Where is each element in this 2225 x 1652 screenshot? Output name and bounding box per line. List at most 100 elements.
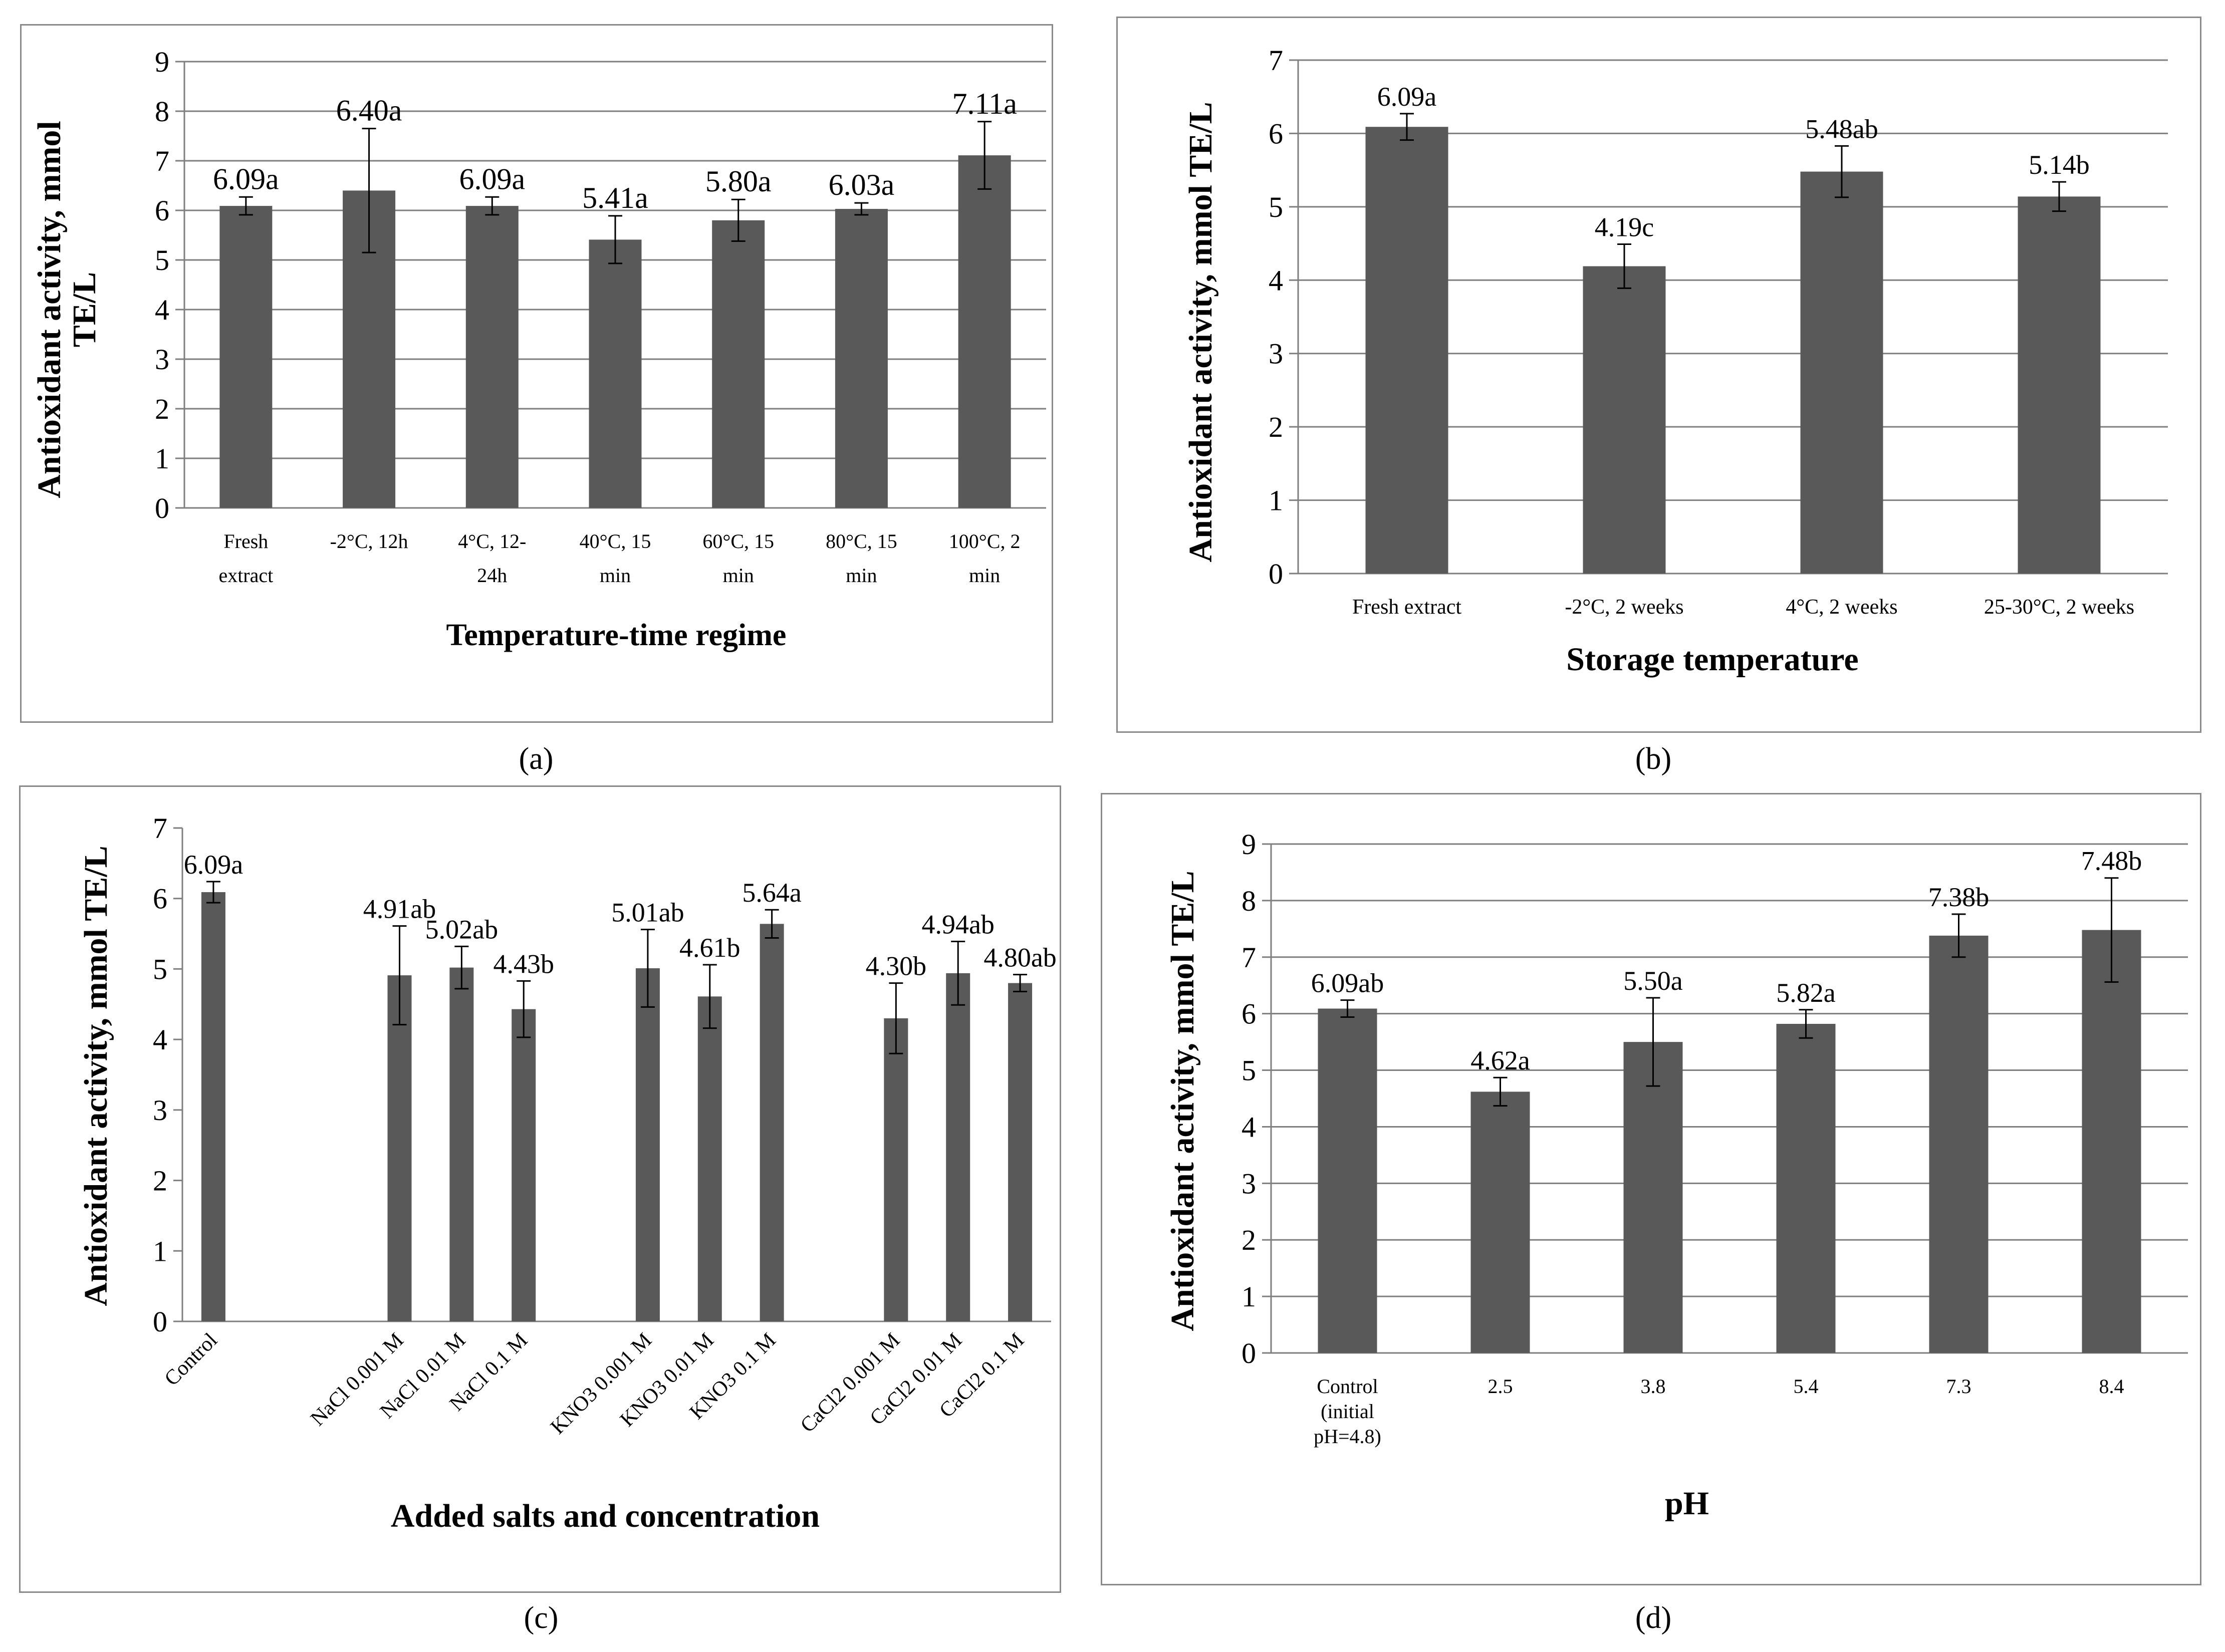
a-ytick-label: 6 bbox=[155, 194, 169, 227]
a-data-label: 7.11a bbox=[952, 87, 1017, 120]
d-xtick-label: (initial bbox=[1321, 1400, 1374, 1423]
c-bar bbox=[946, 973, 970, 1321]
c-ytick-label: 3 bbox=[153, 1094, 167, 1127]
d-bar bbox=[1776, 1023, 1836, 1353]
c-data-label: 6.09a bbox=[184, 850, 243, 880]
b-xtick-label: Fresh extract bbox=[1352, 596, 1461, 619]
panel-letter-b: (b) bbox=[1635, 742, 1672, 776]
a-xtick-label: Fresh bbox=[223, 530, 268, 553]
b-xtick-label: -2°C, 2 weeks bbox=[1565, 596, 1683, 619]
a-ytick-label: 0 bbox=[155, 492, 169, 524]
c-data-label: 4.91ab bbox=[363, 894, 436, 924]
c-data-label: 4.43b bbox=[493, 949, 554, 979]
a-xtick-label: min bbox=[600, 564, 631, 587]
d-data-label: 5.50a bbox=[1623, 966, 1683, 996]
b-ytick-label: 6 bbox=[1269, 117, 1283, 150]
a-xtick-label: -2°C, 12h bbox=[330, 530, 408, 553]
b-data-label: 6.09a bbox=[1377, 82, 1437, 112]
b-xtick-label: 25-30°C, 2 weeks bbox=[1984, 596, 2134, 619]
b-ytick-label: 3 bbox=[1269, 338, 1283, 370]
c-data-label: 4.94ab bbox=[921, 910, 994, 940]
b-ytick-label: 2 bbox=[1269, 411, 1283, 443]
b-ytick-label: 0 bbox=[1269, 558, 1283, 590]
c-bar bbox=[1008, 983, 1033, 1321]
d-ytick-label: 8 bbox=[1242, 885, 1256, 917]
b-ytick-label: 7 bbox=[1269, 44, 1283, 77]
a-xtick-label: min bbox=[969, 564, 1000, 587]
a-xtick-label: 60°C, 15 bbox=[702, 530, 774, 553]
panel-letter-d: (d) bbox=[1635, 1601, 1672, 1635]
b-bar bbox=[1800, 171, 1883, 574]
c-x-axis-title: Added salts and concentration bbox=[391, 1498, 820, 1534]
c-bar bbox=[449, 967, 474, 1321]
c-bar bbox=[697, 996, 722, 1321]
c-bar bbox=[760, 924, 784, 1321]
d-data-label: 6.09ab bbox=[1311, 968, 1384, 998]
d-bar bbox=[2082, 930, 2141, 1353]
a-bar bbox=[958, 155, 1011, 508]
c-data-label: 4.30b bbox=[866, 951, 927, 981]
b-x-axis-title: Storage temperature bbox=[1566, 641, 1858, 678]
c-ytick-label: 5 bbox=[153, 953, 167, 985]
a-xtick-label: 4°C, 12- bbox=[458, 530, 526, 553]
d-ytick-label: 2 bbox=[1242, 1224, 1256, 1256]
c-data-label: 4.80ab bbox=[983, 943, 1056, 973]
c-data-label: 5.01ab bbox=[611, 898, 684, 928]
c-ytick-label: 4 bbox=[153, 1023, 167, 1056]
d-x-axis-title: pH bbox=[1665, 1485, 1709, 1522]
a-ytick-label: 3 bbox=[155, 343, 169, 376]
d-data-label: 7.38b bbox=[1928, 882, 1990, 912]
a-data-label: 6.09a bbox=[459, 162, 525, 195]
a-xtick-label: 24h bbox=[477, 564, 507, 587]
a-data-label: 5.80a bbox=[705, 165, 772, 198]
c-bar bbox=[635, 968, 660, 1321]
a-bar bbox=[589, 239, 642, 508]
a-ytick-label: 2 bbox=[155, 393, 169, 425]
a-data-label: 5.41a bbox=[582, 181, 648, 214]
a-ytick-label: 9 bbox=[155, 46, 169, 78]
d-ytick-label: 3 bbox=[1242, 1167, 1256, 1200]
d-ytick-label: 4 bbox=[1242, 1111, 1256, 1143]
chart-b: 0 1 2 3 4 5 6 7 6.09a Fresh extract 4.19c -2°C, 2 w… bbox=[1182, 44, 2168, 678]
a-bar bbox=[835, 209, 888, 508]
a-bar bbox=[219, 206, 273, 508]
c-ytick-label: 1 bbox=[153, 1235, 167, 1267]
panel-letter-c: (c) bbox=[524, 1601, 559, 1635]
d-xtick-label: 8.4 bbox=[2099, 1375, 2124, 1398]
d-xtick-label: 7.3 bbox=[1946, 1375, 1971, 1398]
a-ytick-label: 5 bbox=[155, 244, 169, 277]
d-ytick-label: 7 bbox=[1242, 941, 1256, 974]
b-data-label: 5.14b bbox=[2029, 150, 2090, 180]
d-xtick-label: Control bbox=[1317, 1375, 1378, 1398]
c-y-axis-title: Antioxidant activity, mmol TE/L bbox=[78, 846, 114, 1306]
a-y-axis-title: Antioxidant activity, mmol bbox=[31, 121, 68, 498]
d-xtick-label: pH=4.8) bbox=[1314, 1425, 1381, 1448]
c-data-label: 5.02ab bbox=[425, 914, 498, 944]
b-y-axis-title: Antioxidant activity, mmol TE/L bbox=[1182, 102, 1219, 562]
chart-a: 0 1 2 3 4 5 6 7 8 9 6.09a Fresh extract 6.40a -2°C, 12… bbox=[31, 46, 1046, 652]
b-data-label: 5.48ab bbox=[1805, 114, 1878, 144]
c-ytick-label: 6 bbox=[153, 883, 167, 915]
d-y-axis-title: Antioxidant activity, mmol TE/L bbox=[1164, 871, 1201, 1331]
d-xtick-label: 3.8 bbox=[1641, 1375, 1666, 1398]
c-ytick-label: 0 bbox=[153, 1305, 167, 1338]
a-ytick-label: 1 bbox=[155, 442, 169, 475]
c-ytick-label: 7 bbox=[153, 812, 167, 845]
a-ytick-label: 8 bbox=[155, 95, 169, 128]
b-bar bbox=[1583, 266, 1666, 574]
a-bar bbox=[712, 220, 765, 508]
c-xtick-label: Control bbox=[160, 1329, 222, 1391]
c-ytick-label: 2 bbox=[153, 1165, 167, 1197]
d-data-label: 4.62a bbox=[1470, 1045, 1530, 1075]
d-data-label: 5.82a bbox=[1776, 978, 1836, 1008]
d-bar bbox=[1623, 1042, 1683, 1353]
a-xtick-label: 80°C, 15 bbox=[826, 530, 897, 553]
c-data-label: 4.61b bbox=[679, 933, 740, 963]
c-bar bbox=[201, 892, 225, 1321]
d-ytick-label: 5 bbox=[1242, 1054, 1256, 1087]
b-ytick-label: 1 bbox=[1269, 484, 1283, 517]
panel-letter-a: (a) bbox=[519, 742, 554, 776]
d-bar bbox=[1318, 1008, 1377, 1353]
a-x-axis-title: Temperature-time regime bbox=[446, 618, 787, 652]
